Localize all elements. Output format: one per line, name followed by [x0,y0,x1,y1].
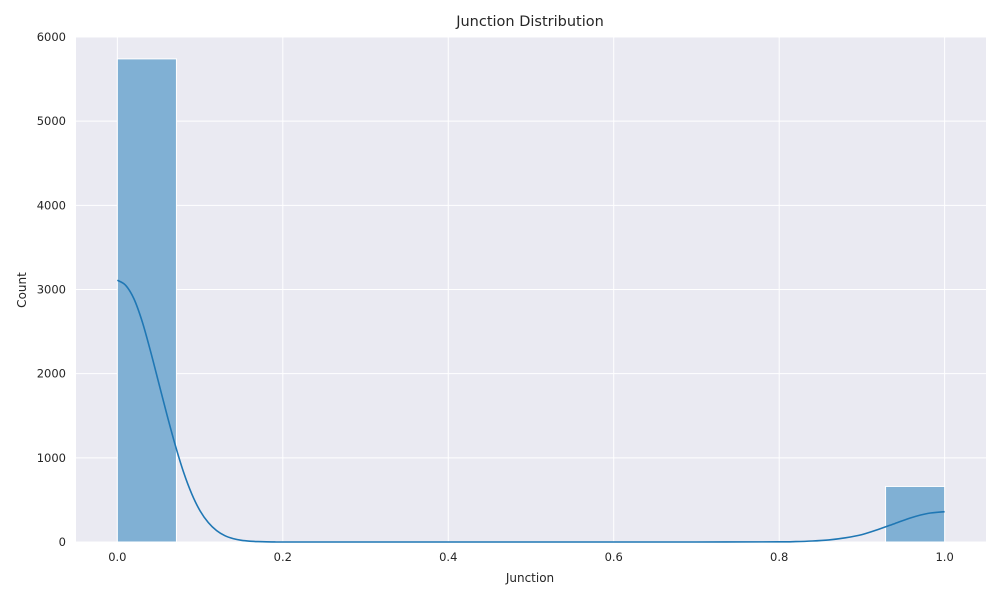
y-tick-label: 6000 [37,30,66,44]
x-tick-label: 0.0 [108,550,126,564]
histogram-bar [885,485,946,543]
chart-title: Junction Distribution [455,14,604,30]
x-tick-label: 0.6 [605,550,623,564]
x-tick-label: 0.4 [439,550,457,564]
y-tick-label: 2000 [37,367,66,381]
y-axis-label: Count [15,272,29,308]
kde-curve [116,279,945,543]
x-tick-label: 0.2 [274,550,292,564]
y-tick-label: 1000 [37,451,66,465]
x-tick-labels: 0.0 0.2 0.4 0.6 0.8 1.0 [108,550,954,564]
x-tick-label: 1.0 [935,550,953,564]
y-tick-labels: 0 1000 2000 3000 4000 5000 6000 [37,30,66,549]
y-tick-label: 3000 [37,283,66,297]
histogram-bar [116,58,177,543]
y-tick-label: 0 [59,535,66,549]
y-tick-label: 5000 [37,114,66,128]
x-axis-label: Junction [505,571,554,585]
y-tick-label: 4000 [37,198,66,212]
histogram-bars [116,58,946,543]
x-tick-label: 0.8 [770,550,788,564]
